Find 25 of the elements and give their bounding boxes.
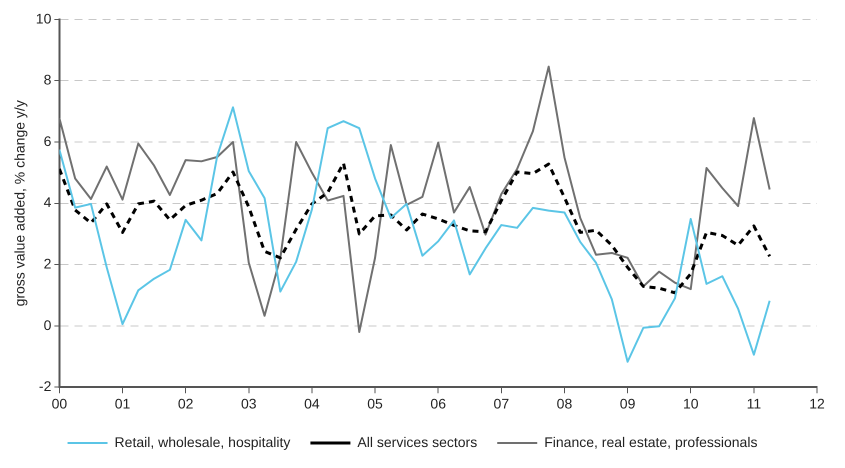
x-tick-label: 05 (367, 395, 384, 412)
x-tick-label: 01 (114, 395, 131, 412)
y-tick-label: 2 (44, 255, 52, 272)
legend-label: Finance, real estate, professionals (544, 434, 758, 450)
line-series (59, 162, 772, 294)
x-tick-label: 08 (556, 395, 572, 412)
y-tick-label: -2 (38, 378, 52, 394)
y-tick-label: 4 (44, 194, 52, 210)
y-tick-label: 0 (44, 316, 52, 333)
x-tick-label: 04 (304, 395, 320, 412)
x-tick-label: 12 (809, 395, 825, 412)
y-tick-label: 10 (36, 10, 52, 26)
y-tick-label: 6 (44, 132, 52, 149)
legend-label: Retail, wholesale, hospitality (114, 434, 290, 450)
x-tick-label: 11 (746, 395, 762, 412)
x-tick-label: 07 (494, 395, 510, 412)
legend-label: All services sectors (357, 434, 478, 450)
x-tick-label: 06 (430, 395, 446, 412)
x-tick-label: 02 (178, 395, 194, 412)
y-tick-label: 8 (44, 72, 52, 88)
x-tick-label: 09 (620, 395, 636, 412)
x-tick-label: 00 (52, 395, 68, 412)
x-tick-label: 10 (682, 395, 699, 412)
y-axis-title: gross value added, % change y/y (11, 100, 28, 306)
x-tick-label: 03 (240, 395, 257, 412)
